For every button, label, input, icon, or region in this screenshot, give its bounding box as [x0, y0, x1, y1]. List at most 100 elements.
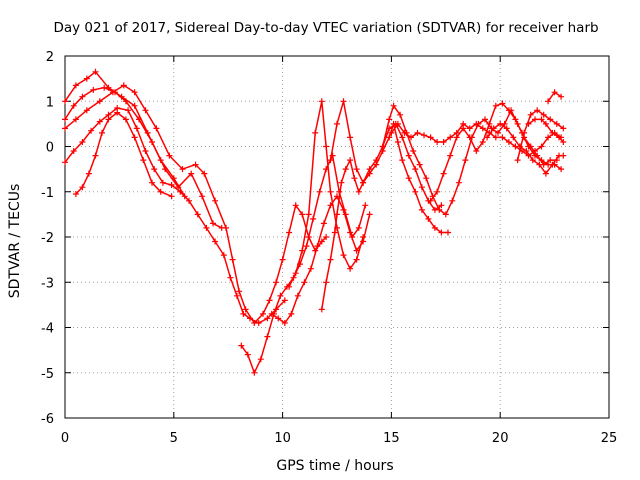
data-point	[90, 86, 97, 93]
x-tick-label: 25	[601, 431, 618, 446]
series-line	[64, 107, 286, 324]
data-point	[238, 342, 245, 349]
data-point	[175, 184, 182, 191]
data-point	[194, 211, 201, 218]
data-point	[394, 120, 401, 127]
data-point	[340, 252, 347, 259]
data-point	[79, 93, 86, 100]
data-point	[323, 143, 330, 150]
data-point	[547, 157, 554, 164]
x-tick-label: 10	[274, 431, 291, 446]
data-point	[466, 125, 473, 132]
data-point	[233, 292, 240, 299]
series-track-8	[286, 98, 367, 290]
data-point	[525, 120, 532, 127]
series-line	[64, 71, 186, 197]
axis-ticks	[64, 55, 610, 419]
data-point	[438, 202, 445, 209]
data-point	[149, 139, 155, 145]
data-point	[201, 170, 208, 177]
y-tick-label: -3	[41, 276, 54, 291]
data-point	[473, 148, 480, 154]
data-point	[131, 102, 138, 109]
data-point	[401, 129, 408, 136]
data-point	[525, 143, 532, 150]
data-point	[510, 134, 517, 141]
data-point	[505, 107, 512, 114]
x-tick-label: 0	[61, 431, 69, 446]
data-point	[362, 202, 369, 209]
data-point	[523, 148, 530, 154]
data-point	[131, 89, 138, 96]
y-tick-labels: -6 -5 -4 -3 -2 -1 0 1 2	[41, 50, 54, 427]
data-point	[268, 310, 275, 317]
data-point	[338, 179, 345, 186]
data-point	[553, 120, 560, 127]
data-point	[542, 120, 549, 127]
data-point	[397, 111, 404, 118]
data-point	[549, 129, 556, 136]
data-point	[199, 193, 206, 200]
data-point	[168, 193, 175, 200]
data-point	[418, 184, 425, 191]
data-point	[347, 229, 354, 236]
data-point	[434, 188, 441, 195]
data-point	[438, 229, 445, 236]
data-point	[486, 120, 493, 127]
data-point	[347, 265, 354, 272]
data-point	[72, 116, 79, 123]
data-point	[62, 98, 68, 105]
data-point	[85, 170, 92, 177]
data-point	[83, 75, 90, 82]
data-point	[558, 93, 565, 100]
data-point	[72, 82, 79, 89]
data-point	[220, 252, 227, 259]
data-point	[92, 68, 99, 75]
data-point	[223, 224, 229, 231]
data-point	[210, 220, 216, 227]
series-line	[271, 195, 371, 324]
data-point	[247, 315, 253, 322]
data-point	[286, 229, 293, 236]
data-point	[556, 134, 562, 141]
data-point	[242, 306, 249, 313]
series-track-5	[72, 109, 175, 200]
data-point	[540, 111, 547, 118]
y-axis-label: SDTVAR / TECUs	[7, 184, 23, 299]
data-point	[547, 116, 554, 123]
data-point	[125, 107, 132, 114]
series-track-7	[268, 193, 373, 326]
data-point	[168, 182, 175, 188]
data-point	[340, 206, 347, 213]
data-point	[292, 270, 299, 277]
data-point	[390, 102, 397, 109]
data-point	[532, 116, 538, 123]
series-track-3	[62, 82, 330, 326]
data-point	[408, 134, 414, 141]
data-point	[212, 238, 219, 245]
x-tick-label: 5	[170, 431, 178, 446]
data-point	[294, 292, 301, 299]
y-tick-label: -1	[41, 186, 54, 201]
data-point	[386, 134, 393, 141]
data-point	[479, 125, 486, 132]
series-track-6	[238, 152, 369, 376]
data-point	[360, 179, 367, 186]
data-point	[273, 279, 280, 286]
data-point	[179, 166, 186, 173]
data-point	[492, 102, 499, 109]
data-point	[251, 369, 258, 376]
y-tick-label: -6	[41, 412, 54, 427]
data-point	[70, 148, 77, 154]
data-point	[351, 175, 358, 182]
data-point	[318, 98, 325, 105]
data-point	[186, 197, 192, 204]
data-point	[99, 129, 105, 136]
data-point	[560, 139, 567, 145]
data-point	[227, 274, 234, 281]
data-point	[340, 98, 347, 105]
data-point	[83, 107, 90, 114]
data-point	[264, 333, 271, 340]
data-point	[425, 215, 432, 222]
data-point	[418, 206, 425, 213]
